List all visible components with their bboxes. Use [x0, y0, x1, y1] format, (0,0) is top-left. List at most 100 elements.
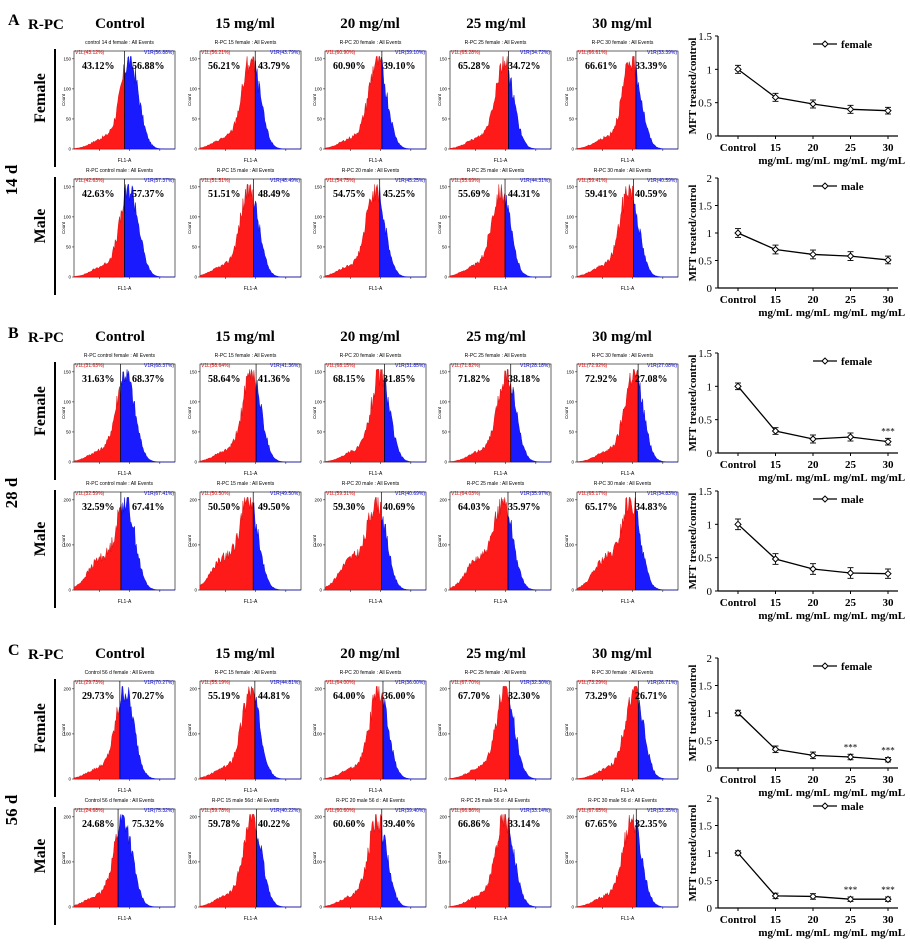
y-tick-label: 0	[444, 460, 447, 465]
legend-marker	[821, 495, 829, 503]
data-point	[884, 256, 892, 264]
y-axis-label: MFT treated/control	[687, 38, 699, 135]
y-tick-label: 100	[189, 399, 197, 404]
histogram-right-area	[117, 813, 175, 908]
histogram-right-area	[508, 817, 551, 908]
percent-right: 41.36%	[258, 374, 291, 385]
data-point	[771, 745, 780, 754]
y-tick-label: 0	[707, 131, 713, 143]
y-tick-label: 150	[189, 369, 197, 374]
histogram-subtitle: R-PC 15 male 56d : All Events	[211, 798, 280, 804]
gate-right-label: V1R(70.27%)	[143, 680, 174, 686]
histogram-right-area	[633, 200, 678, 278]
sex-label: Female	[32, 703, 49, 753]
histogram-left-area	[576, 56, 637, 150]
x-tick-label: Control	[720, 914, 756, 926]
y-axis-label: MFT treated/control	[687, 185, 699, 282]
histogram-left-area	[449, 686, 510, 780]
percent-right: 49.50%	[258, 502, 291, 513]
gate-right-label: V1R(45.25%)	[394, 178, 425, 184]
y-tick-label: 0	[68, 147, 71, 152]
significance-label: ***	[881, 885, 895, 895]
y-tick-label: 100	[566, 859, 574, 864]
histogram-subtitle: Control 56 d female : All Events	[84, 670, 155, 676]
histogram-svg: 0 50 100 150 Count FL1-A	[313, 50, 427, 164]
y-tick-label: 100	[63, 542, 71, 547]
y-tick-label: 100	[189, 214, 197, 219]
x-axis-label: FL1-A	[369, 788, 383, 794]
histogram-left-area	[73, 386, 121, 463]
column-title: 30 mg/ml	[592, 16, 652, 32]
x-axis-label: FL1-A	[494, 788, 508, 794]
y-axis-label: Count	[62, 221, 66, 234]
y-tick-label: 1	[707, 848, 713, 860]
percent-left: 72.92%	[585, 374, 618, 385]
x-axis-label: FL1-A	[494, 599, 508, 605]
y-tick-label: 50	[66, 116, 72, 121]
y-axis-label: Count	[313, 723, 317, 736]
y-tick-label: 150	[63, 56, 71, 61]
y-tick-label: 200	[566, 497, 574, 502]
histogram-left-area	[199, 183, 254, 278]
percent-right: 39.10%	[383, 61, 416, 72]
data-point	[734, 849, 742, 857]
x-tick-label: mg/mL	[833, 472, 867, 484]
percent-right: 33.39%	[635, 61, 668, 72]
histogram-panel: R-PC 30 male : All Events 0 50 100 150 Count F…	[565, 168, 680, 295]
percent-left: 29.73%	[82, 691, 115, 702]
histogram-panel: control 14 d female : All Events 0 50 100 15…	[62, 40, 177, 167]
y-axis-label: Count	[438, 221, 442, 234]
histogram-right-area	[124, 184, 175, 278]
y-tick-label: 150	[566, 184, 574, 189]
x-tick-label: 30	[883, 597, 895, 609]
y-tick-label: 200	[63, 814, 71, 819]
histogram-panel: R-PC 15 male : All Events 0 100 200 Count FL1…	[188, 481, 303, 608]
x-tick-label: mg/mL	[833, 155, 867, 167]
histogram-subtitle: R-PC 25 female : All Events	[464, 670, 527, 676]
percent-left: 56.21%	[208, 61, 241, 72]
y-tick-label: 100	[189, 542, 197, 547]
y-tick-label: 100	[63, 731, 71, 736]
gate-right-label: V1R(56.88%)	[143, 50, 174, 56]
y-tick-label: 0	[68, 275, 71, 280]
y-tick-label: 0	[571, 905, 574, 910]
percent-right: 45.25%	[383, 189, 416, 200]
y-axis-label: Count	[62, 723, 66, 736]
histogram-left-area	[199, 686, 256, 780]
data-point	[734, 65, 742, 74]
gate-left-label: V1L(24.68%)	[75, 808, 105, 814]
percent-left: 55.69%	[458, 189, 491, 200]
percent-left: 66.86%	[458, 819, 491, 830]
y-tick-label: 0.5	[698, 415, 712, 427]
y-tick-label: 100	[314, 542, 322, 547]
histogram-panel: R-PC 25 male : All Events 0 50 100 150 Count F…	[438, 168, 553, 295]
percent-right: 44.31%	[508, 189, 541, 200]
percent-right: 36.00%	[383, 691, 416, 702]
gate-left-label: V1L(67.65%)	[578, 808, 608, 814]
x-axis-label: FL1-A	[244, 788, 258, 794]
x-tick-label: 25	[845, 597, 857, 609]
legend-marker	[821, 802, 829, 810]
histogram-right-area	[507, 515, 551, 591]
histogram-svg: 0 100 200 Count FL1-A	[565, 808, 679, 922]
data-point	[884, 437, 892, 446]
y-tick-label: 100	[63, 399, 71, 404]
histogram-subtitle: R-PC 20 male : All Events	[341, 168, 400, 174]
gate-right-label: V1R(48.49%)	[269, 178, 300, 184]
histogram-panel: R-PC 30 male 56 d : All Events 0 100 200 Cou…	[565, 798, 680, 925]
percent-right: 33.14%	[508, 819, 541, 830]
histogram-subtitle: R-PC 15 male : All Events	[216, 168, 275, 174]
percent-right: 75.32%	[132, 819, 165, 830]
histogram-svg: 0 100 200 Count FL1-A	[62, 491, 176, 605]
y-tick-label: 200	[189, 497, 197, 502]
data-point	[771, 245, 780, 254]
legend-marker	[821, 662, 829, 670]
y-tick-label: 100	[63, 859, 71, 864]
histogram-svg: 0 50 100 150 Count FL1-A	[565, 50, 679, 164]
y-tick-label: 100	[314, 86, 322, 91]
x-tick-label: Control	[720, 294, 756, 306]
gate-right-label: V1R(44.81%)	[269, 680, 300, 686]
x-tick-label: mg/mL	[871, 927, 905, 939]
x-axis-label: FL1-A	[621, 158, 635, 164]
histogram-left-area	[324, 369, 385, 463]
